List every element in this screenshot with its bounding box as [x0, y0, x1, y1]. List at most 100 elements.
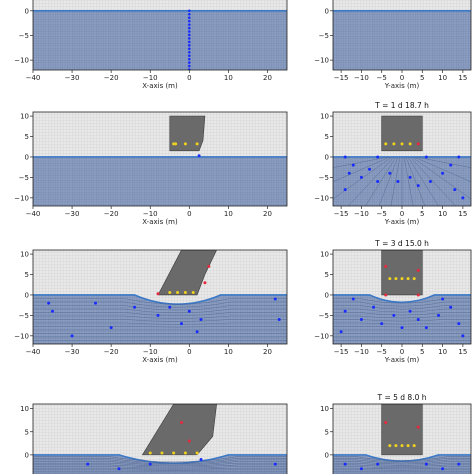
x-tick-label: 10	[438, 348, 447, 356]
marker-dot-yellow	[394, 444, 398, 448]
granular-column	[141, 404, 217, 456]
x-tick-label: 5	[420, 348, 424, 356]
granular-column	[381, 404, 423, 456]
y-tick-label: 0	[325, 153, 329, 161]
y-tick-label: −5	[319, 312, 329, 320]
x-tick-label: −30	[65, 210, 80, 218]
marker-dot-red	[384, 421, 388, 424]
marker-dot-blue	[437, 313, 441, 317]
y-tick-label: 0	[25, 7, 29, 15]
x-tick-label: 15	[458, 210, 467, 218]
y-tick-label: −5	[319, 174, 329, 182]
axes-frame	[32, 249, 288, 345]
x-tick-label: −10	[143, 74, 158, 82]
x-tick-label: −5	[377, 74, 387, 82]
marker-dot-blue	[457, 462, 461, 466]
x-tick-label: −5	[377, 348, 387, 356]
panel-r3_right: 10 5 0 T = 5 d 8.0 h	[320, 393, 472, 474]
marker-dot-yellow	[406, 277, 410, 281]
marker-dot-yellow	[400, 277, 404, 281]
y-tick-label: 5	[325, 271, 329, 279]
marker-dot-blue	[388, 171, 392, 175]
marker-dot-red	[203, 281, 207, 285]
panel-r0_right: 0 −5 −10 −15 −10 −5 0 5 10 15 Y-axis (m)	[314, 0, 472, 90]
panel-r3_left: 10 5 0	[20, 403, 288, 474]
x-tick-label: 5	[420, 74, 424, 82]
marker-dot-yellow	[412, 444, 416, 448]
x-axis-label: Y-axis (m)	[384, 356, 420, 364]
marker-dot-blue	[408, 175, 412, 179]
marker-dot-blue	[343, 155, 347, 159]
marker-dot-blue	[339, 330, 343, 334]
y-tick-label: −5	[319, 32, 329, 40]
marker-dot-blue	[277, 317, 281, 321]
x-tick-label: −5	[377, 210, 387, 218]
marker-dot-blue	[195, 330, 199, 334]
x-tick-label: −10	[143, 348, 158, 356]
marker-dot-blue	[351, 297, 355, 301]
marker-dot-blue	[392, 313, 396, 317]
y-tick-label: −10	[14, 194, 29, 202]
marker-dot-red	[384, 293, 388, 297]
x-tick-label: 10	[224, 210, 233, 218]
marker-dot	[188, 68, 191, 70]
marker-dot-blue	[441, 297, 445, 301]
marker-dot-blue	[197, 154, 201, 158]
marker-dot-yellow	[172, 142, 176, 146]
panel-title: T = 1 d 18.7 h	[374, 101, 429, 110]
x-tick-label: −15	[334, 74, 349, 82]
soil-region	[33, 294, 287, 344]
marker-dot	[188, 54, 191, 57]
marker-dot-blue	[343, 188, 347, 192]
marker-dot-blue	[156, 313, 160, 317]
x-axis-label: X-axis (m)	[142, 82, 178, 90]
marker-dot-yellow	[388, 444, 392, 448]
marker-dot	[188, 61, 191, 64]
x-tick-label: 0	[400, 348, 404, 356]
y-tick-label: 0	[325, 7, 329, 15]
marker-dot-blue	[416, 317, 420, 321]
axes-frame	[332, 403, 472, 474]
x-tick-label: −20	[104, 74, 119, 82]
marker-dot-blue	[86, 462, 90, 466]
x-tick-label: 10	[438, 210, 447, 218]
marker-dot-blue	[449, 305, 453, 309]
marker-dot-yellow	[392, 142, 396, 146]
ground-surface	[333, 454, 471, 462]
x-tick-label: 0	[187, 74, 191, 82]
soil-region	[33, 10, 287, 70]
y-tick-label: −5	[19, 312, 29, 320]
panel-r2_left: 10 5 0 −5 −10 −40 −30 −20 −10 0 10 20 X-axis (m)	[14, 249, 288, 364]
marker-dot-blue	[457, 155, 461, 159]
x-tick-label: −20	[104, 348, 119, 356]
marker-dot	[188, 57, 191, 61]
x-tick-label: −10	[143, 210, 158, 218]
x-tick-label: −40	[26, 74, 41, 82]
marker-dot-red	[187, 439, 191, 443]
marker-dot-yellow	[183, 291, 187, 295]
soil-region	[33, 156, 287, 206]
marker-dot-yellow	[195, 451, 199, 455]
soil-region	[333, 294, 471, 344]
marker-dot-blue	[359, 317, 363, 321]
granular-column	[169, 115, 206, 152]
y-tick-label: −10	[314, 57, 329, 65]
y-tick-label: 5	[25, 133, 29, 141]
marker-dot-blue	[343, 309, 347, 313]
marker-dot-blue	[273, 462, 277, 466]
y-tick-label: −10	[314, 332, 329, 340]
marker-dot	[188, 9, 191, 13]
marker-dot-blue	[461, 334, 465, 338]
marker-dot-blue	[51, 309, 55, 313]
x-axis-label: Y-axis (m)	[384, 82, 420, 90]
marker-dot-yellow	[160, 451, 164, 455]
x-axis-label: X-axis (m)	[142, 218, 178, 226]
marker-dot-blue	[109, 326, 113, 330]
marker-dot-blue	[441, 467, 445, 471]
marker-dot-yellow	[195, 142, 199, 146]
marker-dot-yellow	[406, 444, 410, 448]
marker-dot	[188, 37, 191, 40]
y-tick-label: 5	[325, 428, 329, 436]
marker-dot-yellow	[400, 142, 404, 146]
marker-dot-blue	[380, 322, 384, 326]
